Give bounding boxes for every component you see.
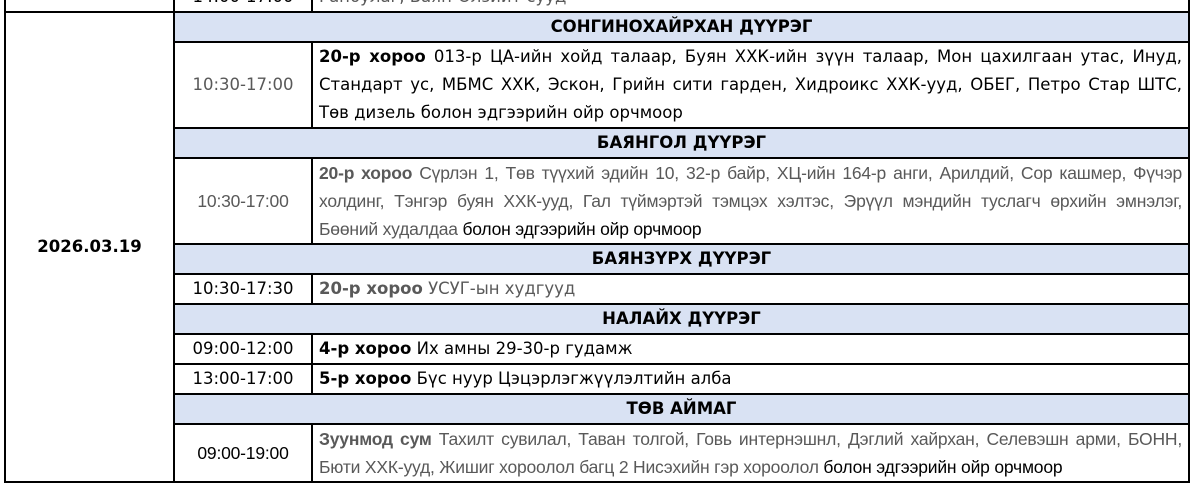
suffix-text: болон эдгээрийн ойр орчмоор <box>823 457 1063 477</box>
time-cell: 13:00-17:00 <box>173 363 313 395</box>
section-header: НАЛАЙХ ДҮҮРЭГ <box>173 303 1190 335</box>
table-row: 14:00-17:00 Ганбулаг, Баян-Өлзийт сууд <box>4 0 1190 13</box>
location-text: Сүрлэн 1, Төв түүхий эдийн 10, 32-р байр… <box>319 163 1182 239</box>
content-cell: 5-р хороо Бүс нуур Цэцэрлэгжүүлэлтийн ал… <box>311 363 1190 395</box>
khoroo-label: Зуунмод сум <box>319 429 432 449</box>
time-cell: 10:30-17:30 <box>173 273 313 305</box>
time-cell: 10:30-17:00 <box>173 41 313 129</box>
location-text: УСУГ-ын худгууд <box>428 279 576 298</box>
location-text: 013-р ЦА-ийн хойд талаар, Буян ХХК-ийн з… <box>319 47 1183 122</box>
khoroo-label: 5-р хороо <box>319 369 412 388</box>
khoroo-label: 4-р хороо <box>319 339 412 358</box>
location-text: Бүс нуур Цэцэрлэгжүүлэлтийн алба <box>416 369 732 388</box>
date-cell-prev <box>4 0 175 13</box>
location-text: Их амны 29-30-р гудамж <box>416 339 633 358</box>
content-cell: 20-р хороо 013-р ЦА-ийн хойд талаар, Буя… <box>311 41 1190 129</box>
section-header: БАЯНГОЛ ДҮҮРЭГ <box>173 127 1190 159</box>
khoroo-label: 20-р хороо <box>319 47 426 66</box>
content-cell: 4-р хороо Их амны 29-30-р гудамж <box>311 333 1190 365</box>
khoroo-label: 20-р хороо <box>319 279 423 298</box>
content-cell: Ганбулаг, Баян-Өлзийт сууд <box>311 0 1190 13</box>
time-cell: 09:00-19:00 <box>173 423 313 483</box>
schedule-table: 14:00-17:00 Ганбулаг, Баян-Өлзийт сууд 2… <box>4 0 1190 483</box>
section-header: СОНГИНОХАЙРХАН ДҮҮРЭГ <box>173 11 1190 43</box>
table-row: 10:30-17:00 20-р хороо Сүрлэн 1, Төв түү… <box>5 157 1190 245</box>
table-row: 10:30-17:00 20-р хороо 013-р ЦА-ийн хойд… <box>5 41 1190 129</box>
date-cell: 2026.03.19 <box>4 11 175 483</box>
content-cell: Зуунмод сум Тахилт сувилал, Таван толгой… <box>311 423 1190 483</box>
content-cell: 20-р хороо УСУГ-ын худгууд <box>311 273 1190 305</box>
table-row: 09:00-12:00 4-р хороо Их амны 29-30-р гу… <box>5 333 1190 365</box>
location-text: Тахилт сувилал, Таван толгой, Говь интер… <box>319 429 1182 477</box>
table-row: 13:00-17:00 5-р хороо Бүс нуур Цэцэрлэгж… <box>5 363 1190 395</box>
section-header: БАЯНЗҮРХ ДҮҮРЭГ <box>173 243 1190 275</box>
table-row: 10:30-17:30 20-р хороо УСУГ-ын худгууд <box>5 273 1190 305</box>
content-cell: 20-р хороо Сүрлэн 1, Төв түүхий эдийн 10… <box>311 157 1190 245</box>
suffix-text: болон эдгээрийн ойр орчмоор <box>462 219 702 239</box>
khoroo-label: 20-р хороо <box>319 163 413 183</box>
time-cell: 14:00-17:00 <box>173 0 313 13</box>
section-header: ТӨВ АЙМАГ <box>173 393 1190 425</box>
table-row: 09:00-19:00 Зуунмод сум Тахилт сувилал, … <box>5 423 1190 483</box>
time-cell: 10:30-17:00 <box>173 157 313 245</box>
time-cell: 09:00-12:00 <box>173 333 313 365</box>
